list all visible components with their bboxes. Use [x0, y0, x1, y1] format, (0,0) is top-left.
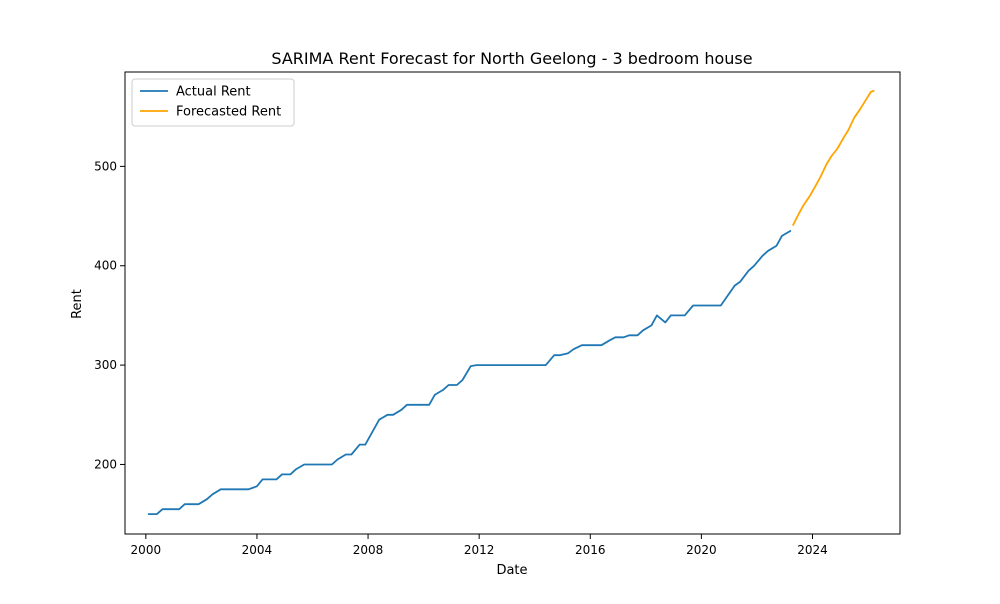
plot-frame [124, 71, 901, 535]
legend-box [131, 78, 295, 127]
y-tick-label: 200 [94, 457, 117, 471]
series-lines [147, 90, 875, 515]
y-tick-label: 500 [94, 159, 117, 173]
chart-title: SARIMA Rent Forecast for North Geelong -… [271, 49, 752, 68]
y-tick-label: 400 [94, 259, 117, 273]
x-tick-label: 2012 [464, 543, 495, 557]
x-tick-label: 2004 [242, 543, 273, 557]
x-tick-label: 2024 [797, 543, 828, 557]
x-tick-label: 2016 [575, 543, 606, 557]
legend: Actual Rent Forecasted Rent [131, 78, 295, 127]
legend-label: Actual Rent [176, 85, 251, 100]
series-line-forecasted-rent [792, 90, 875, 226]
y-tick-label: 300 [94, 358, 117, 372]
legend-label: Forecasted Rent [176, 105, 281, 120]
x-tick-label: 2020 [686, 543, 717, 557]
x-tick-label: 2008 [353, 543, 384, 557]
x-tick-label: 2000 [131, 543, 162, 557]
x-axis-label: Date [496, 563, 527, 578]
series-line-actual-rent [147, 230, 792, 515]
y-axis-label: Rent [70, 289, 85, 319]
axes: 2000 2004 2008 2012 2016 2020 2024 200 300 400 500 [94, 71, 901, 557]
